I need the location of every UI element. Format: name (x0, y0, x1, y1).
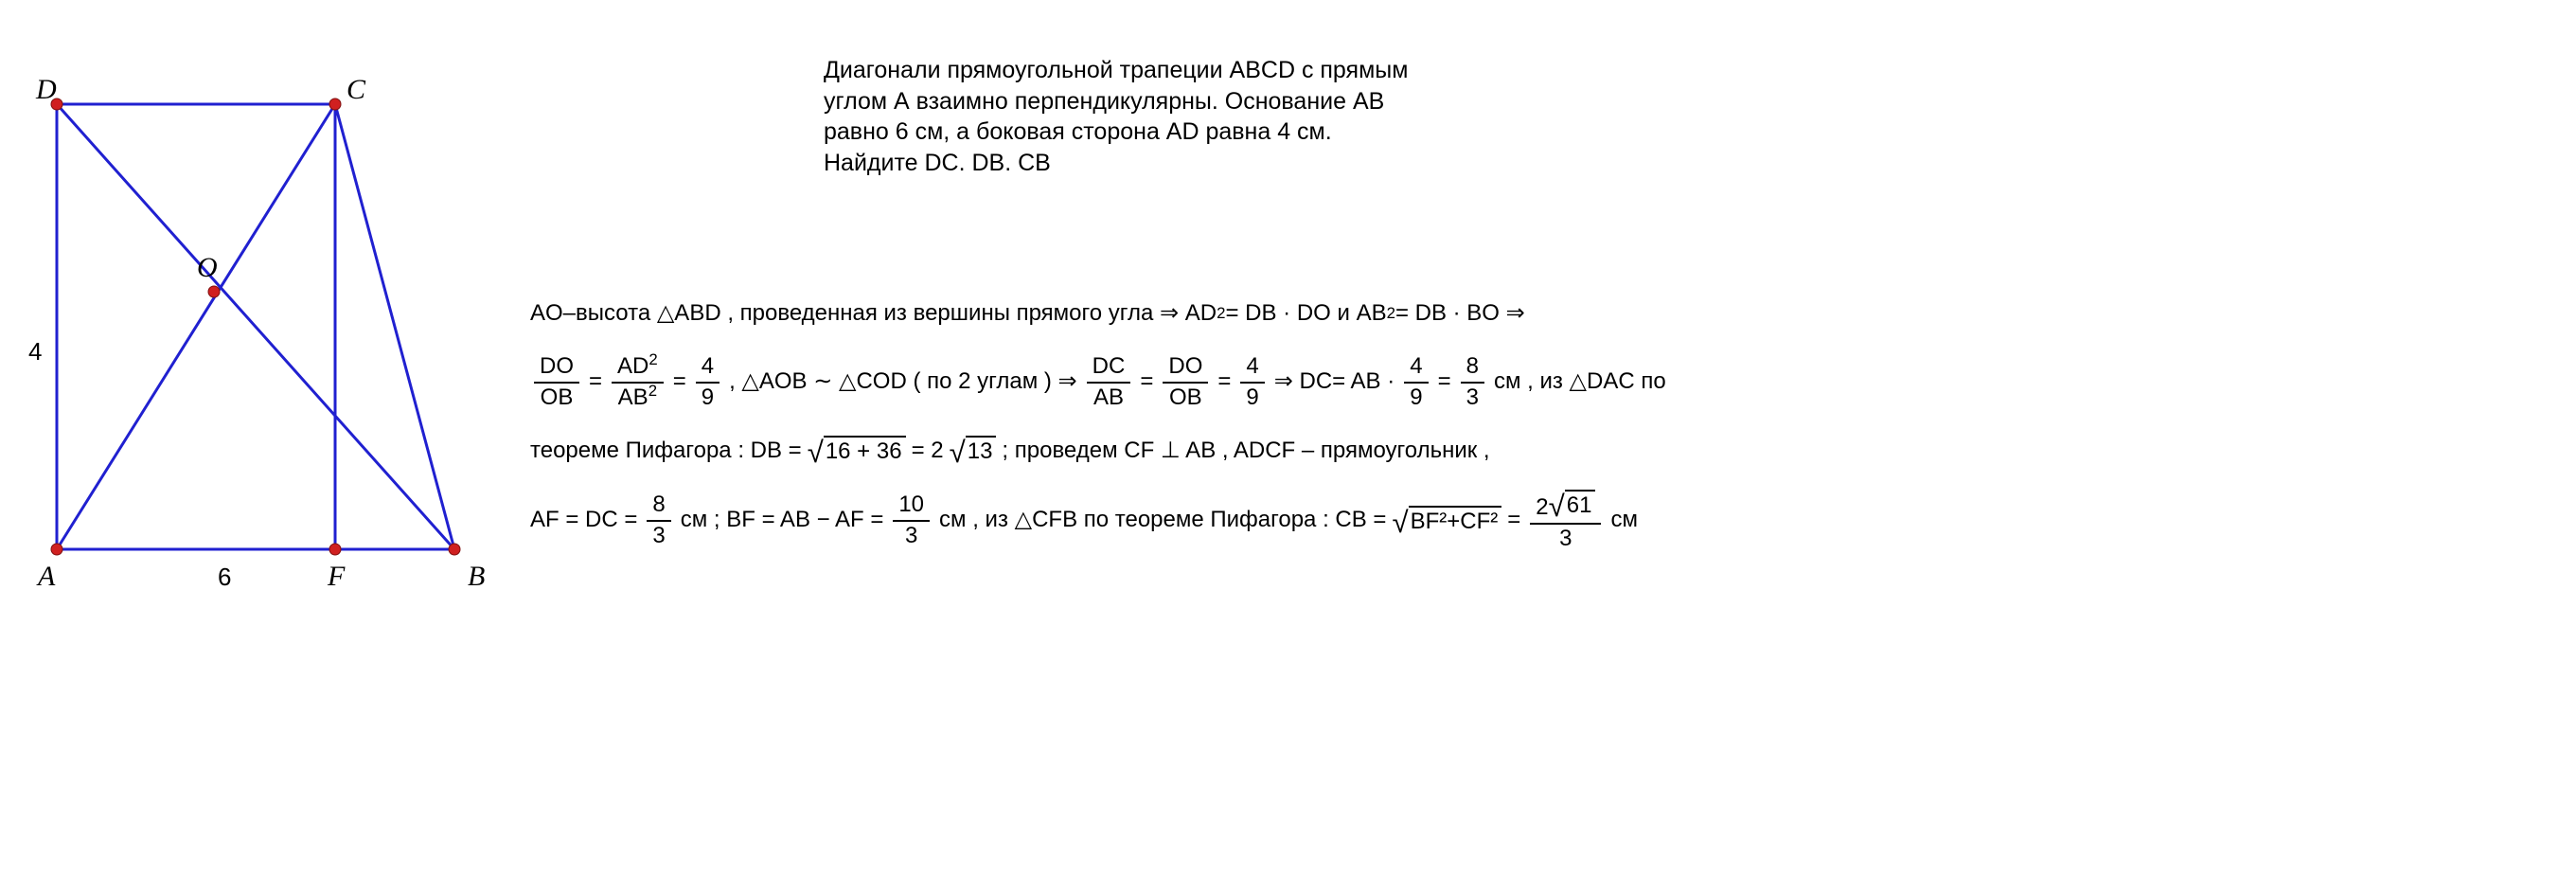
sqrt: √13 (950, 436, 997, 465)
problem-line-3: равно 6 см, а боковая сторона AD равна 4… (824, 116, 1676, 148)
text: = (589, 352, 602, 411)
solution-row-2: DOOB = AD2AB2 = 49 , △AOB ∼ △COD ( по 2 … (530, 352, 2537, 411)
problem-statement: Диагонали прямоугольной трапеции ABCD с … (824, 55, 1676, 178)
solution-block: AO–высота △ABD , проведенная из вершины … (530, 284, 2537, 561)
text: AO–высота △ABD , проведенная из вершины … (530, 284, 1525, 343)
text: ; проведем CF ⊥ AB , ADCF – прямоугольни… (1002, 421, 1489, 480)
solution-row-3: теореме Пифагора : DB = √16 + 36 = 2 √13… (530, 421, 2537, 480)
fraction: 49 (696, 354, 720, 410)
diagram-svg: A B C D F O 4 6 (9, 76, 502, 606)
text: AF = DC = (530, 491, 637, 549)
text: = (1140, 352, 1153, 411)
text: см ; BF = AB − AF = (681, 491, 884, 549)
text: = (1507, 491, 1520, 549)
text: см , из △CFB по теореме Пифагора : CB = (939, 491, 1386, 549)
solution-row-1: AO–высота △ABD , проведенная из вершины … (530, 284, 2537, 343)
point-label-B: B (468, 561, 485, 592)
problem-line-2: углом А взаимно перпендикулярны. Основан… (824, 86, 1676, 117)
fraction: 103 (893, 492, 930, 548)
text: = (673, 352, 686, 411)
fraction: DOOB (534, 354, 579, 410)
geometry-diagram: A B C D F O 4 6 (9, 76, 502, 606)
fraction: 49 (1240, 354, 1264, 410)
solution-row-4: AF = DC = 83 см ; BF = AB − AF = 103 см … (530, 490, 2537, 551)
point-C (329, 98, 341, 110)
text: см (1610, 491, 1638, 549)
edge-label-1: 6 (218, 563, 231, 591)
point-O (208, 286, 220, 297)
fraction: DCAB (1087, 354, 1131, 410)
text: теореме Пифагора : DB = (530, 421, 802, 480)
segment-AC (57, 104, 335, 549)
point-label-A: A (36, 561, 56, 592)
edge-label-0: 4 (28, 337, 42, 366)
problem-line-4: Найдите DC. DB. CB (824, 148, 1676, 179)
point-label-F: F (327, 561, 346, 592)
point-F (329, 544, 341, 555)
page: A B C D F O 4 6 Диагонали прямоугольной трапеци… (0, 0, 2576, 894)
text: = 2 (912, 421, 944, 480)
text: = (1438, 352, 1451, 411)
point-A (51, 544, 62, 555)
point-label-O: O (197, 252, 218, 283)
text: ⇒ DC= AB · (1274, 352, 1395, 411)
fraction: 2√61 3 (1530, 490, 1601, 551)
fraction: 49 (1404, 354, 1428, 410)
text: см , из △DAC по (1494, 352, 1666, 411)
sqrt: √16 + 36 (808, 436, 906, 465)
fraction: AD2AB2 (612, 354, 664, 410)
fraction: 83 (1461, 354, 1484, 410)
point-label-C: C (346, 76, 366, 105)
sqrt: √BF²+CF² (1392, 506, 1501, 535)
text: = (1217, 352, 1231, 411)
text: , △AOB ∼ △COD ( по 2 углам ) ⇒ (729, 352, 1077, 411)
fraction: 83 (647, 492, 670, 548)
problem-line-1: Диагонали прямоугольной трапеции ABCD с … (824, 55, 1676, 86)
point-B (449, 544, 460, 555)
point-label-D: D (35, 76, 57, 105)
fraction: DOOB (1163, 354, 1208, 410)
